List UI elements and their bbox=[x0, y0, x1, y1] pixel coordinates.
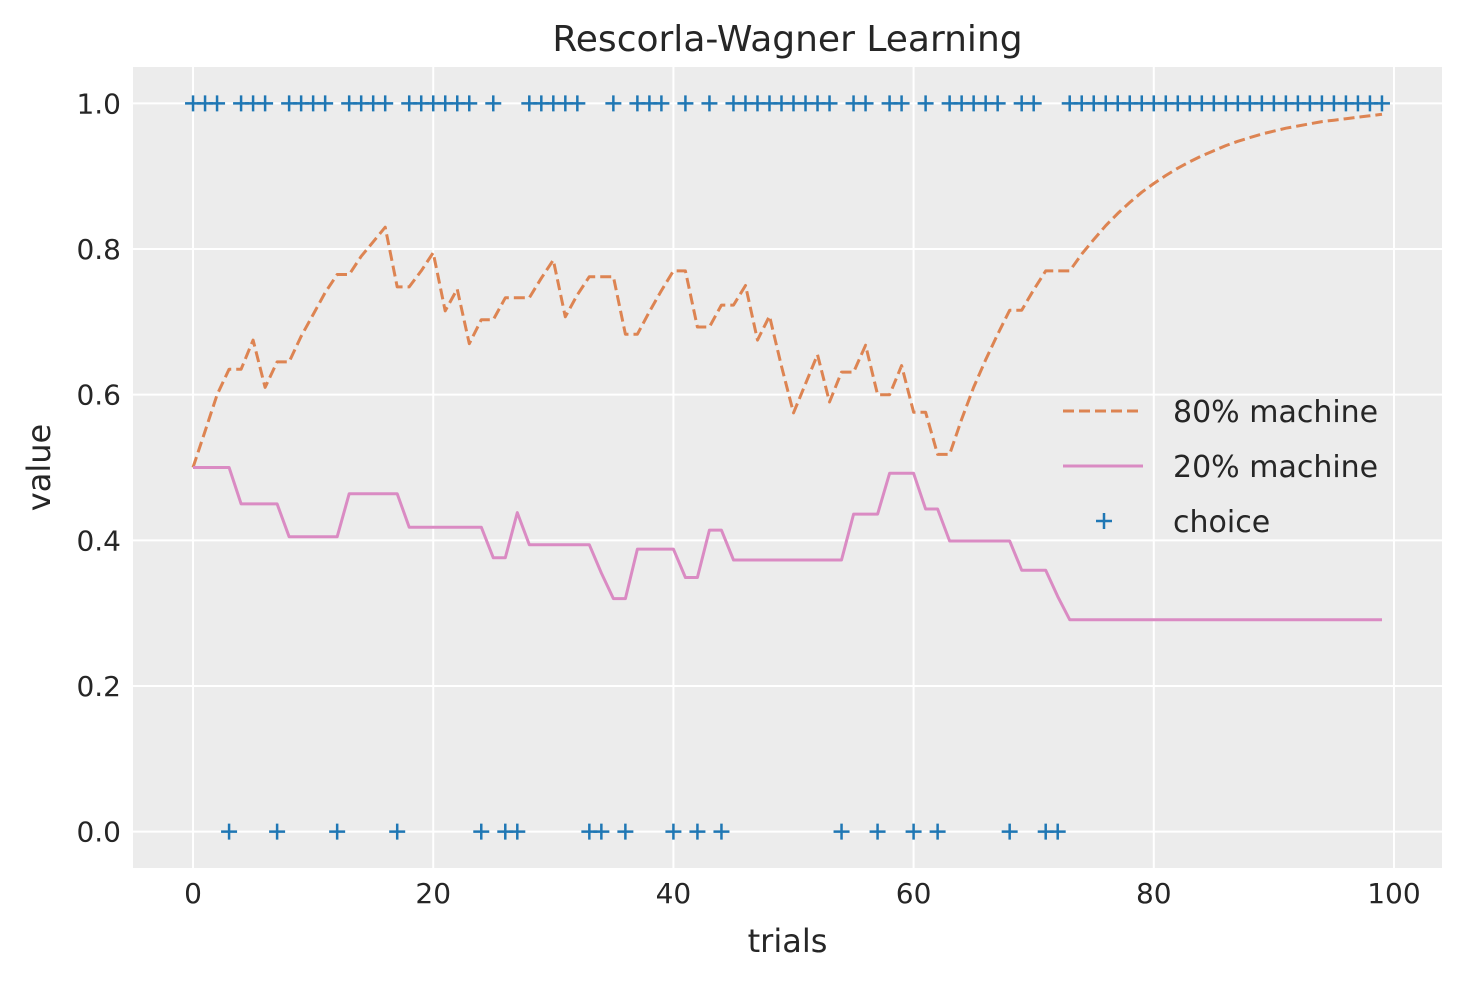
legend-item: choice bbox=[1096, 505, 1270, 540]
choice-marker bbox=[713, 823, 730, 840]
choice-marker bbox=[389, 823, 406, 840]
choice-marker bbox=[485, 95, 502, 112]
choice-marker bbox=[689, 823, 706, 840]
legend-label: choice bbox=[1173, 505, 1270, 540]
legend-label: 80% machine bbox=[1173, 395, 1378, 430]
choice-marker bbox=[605, 95, 622, 112]
tick-labels: 0 20 40 60 80 100 0.0 0.2 0.4 0.6 0.8 1.0 bbox=[76, 87, 1420, 910]
choice-marker bbox=[665, 823, 682, 840]
series-line-20-machine bbox=[193, 466, 1382, 622]
choice-marker bbox=[269, 823, 286, 840]
choice-marker bbox=[1373, 95, 1390, 112]
x-axis-label: trials bbox=[748, 922, 828, 960]
choice-marker bbox=[893, 95, 910, 112]
choice-marker bbox=[209, 95, 226, 112]
x-tick-label: 60 bbox=[896, 877, 932, 910]
choice-marker bbox=[473, 823, 490, 840]
choice-marker bbox=[377, 95, 394, 112]
choice-marker bbox=[509, 823, 526, 840]
y-tick-label: 0.0 bbox=[76, 816, 121, 849]
choice-marker bbox=[593, 823, 610, 840]
choice-marker bbox=[221, 823, 238, 840]
choice-marker bbox=[257, 95, 274, 112]
choice-markers bbox=[185, 95, 1390, 840]
choice-marker bbox=[905, 823, 922, 840]
series-layer bbox=[185, 95, 1390, 840]
legend-item: 80% machine bbox=[1063, 395, 1378, 430]
plot-background bbox=[133, 67, 1442, 868]
grid bbox=[133, 67, 1442, 868]
choice-marker bbox=[461, 95, 478, 112]
choice-marker bbox=[677, 95, 694, 112]
y-tick-label: 0.8 bbox=[76, 233, 121, 266]
legend-item: 20% machine bbox=[1063, 450, 1378, 485]
choice-marker bbox=[1025, 95, 1042, 112]
legend: 80% machine 20% machine choice bbox=[1063, 395, 1378, 540]
x-tick-label: 20 bbox=[415, 877, 451, 910]
chart-title: Rescorla-Wagner Learning bbox=[552, 19, 1022, 60]
choice-marker bbox=[701, 95, 718, 112]
choice-marker bbox=[1001, 823, 1018, 840]
series-line-80-machine bbox=[191, 112, 1383, 468]
choice-marker bbox=[929, 823, 946, 840]
x-tick-label: 0 bbox=[184, 877, 202, 910]
choice-marker bbox=[317, 95, 334, 112]
legend-label: 20% machine bbox=[1173, 450, 1378, 485]
choice-marker bbox=[857, 95, 874, 112]
choice-marker bbox=[617, 823, 634, 840]
choice-marker bbox=[833, 823, 850, 840]
legend-marker bbox=[1096, 513, 1112, 529]
y-tick-label: 0.4 bbox=[76, 524, 121, 557]
choice-marker bbox=[653, 95, 670, 112]
choice-marker bbox=[329, 823, 346, 840]
y-axis-label: value bbox=[20, 424, 58, 511]
choice-marker bbox=[821, 95, 838, 112]
choice-marker bbox=[917, 95, 934, 112]
choice-marker bbox=[869, 823, 886, 840]
y-tick-label: 0.2 bbox=[76, 670, 121, 703]
x-tick-label: 80 bbox=[1136, 877, 1172, 910]
y-tick-label: 1.0 bbox=[76, 87, 121, 120]
x-tick-label: 100 bbox=[1367, 877, 1420, 910]
y-tick-label: 0.6 bbox=[76, 379, 121, 412]
choice-marker bbox=[1049, 823, 1066, 840]
x-tick-label: 40 bbox=[656, 877, 692, 910]
choice-marker bbox=[569, 95, 586, 112]
choice-marker bbox=[989, 95, 1006, 112]
